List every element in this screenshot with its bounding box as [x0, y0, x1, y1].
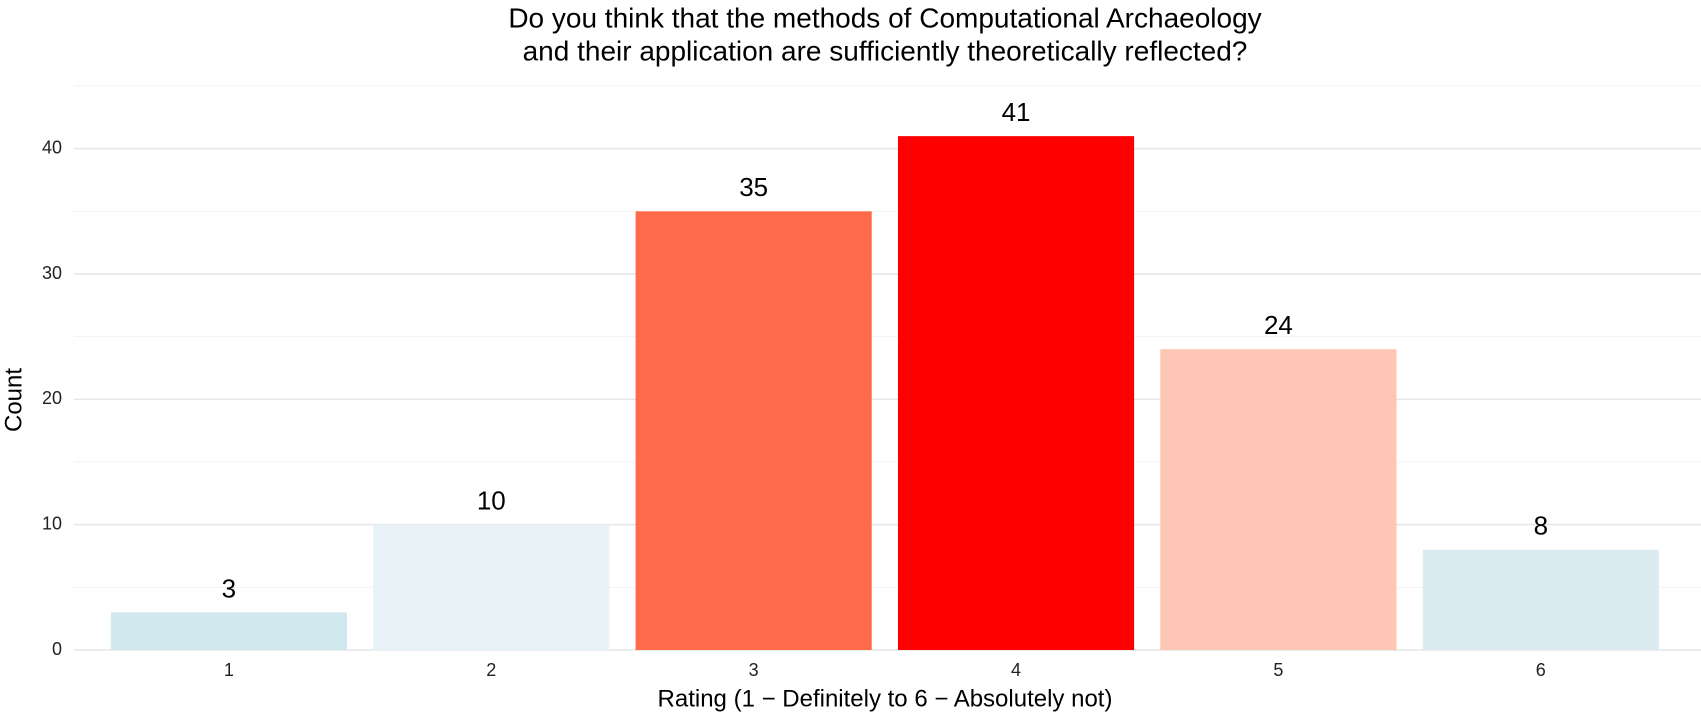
x-tick-label: 2 — [486, 660, 496, 680]
chart-title: Do you think that the methods of Computa… — [508, 2, 1261, 33]
bar — [1422, 549, 1659, 650]
y-tick-label: 0 — [52, 639, 62, 659]
bar — [897, 136, 1135, 651]
x-tick-label: 3 — [749, 660, 759, 680]
value-label: 41 — [1002, 97, 1031, 127]
y-tick-label: 20 — [42, 388, 62, 408]
x-tick-label: 4 — [1011, 660, 1021, 680]
x-tick-label: 6 — [1536, 660, 1546, 680]
bar — [110, 612, 347, 650]
value-label: 3 — [222, 573, 236, 603]
bar — [373, 524, 610, 650]
value-label: 10 — [477, 486, 506, 516]
y-tick-label: 40 — [42, 137, 62, 157]
bar — [1160, 349, 1397, 650]
y-tick-label: 10 — [42, 513, 62, 533]
x-tick-label: 5 — [1273, 660, 1283, 680]
y-tick-label: 30 — [42, 263, 62, 283]
value-label: 24 — [1264, 310, 1293, 340]
value-label: 35 — [739, 172, 768, 202]
x-tick-label: 1 — [224, 660, 234, 680]
bar — [635, 211, 872, 651]
x-axis-title: Rating (1 − Definitely to 6 − Absolutely… — [658, 685, 1113, 712]
chart-title: and their application are sufficiently t… — [523, 35, 1248, 66]
value-label: 8 — [1534, 511, 1548, 541]
y-axis-title: Count — [0, 368, 27, 432]
